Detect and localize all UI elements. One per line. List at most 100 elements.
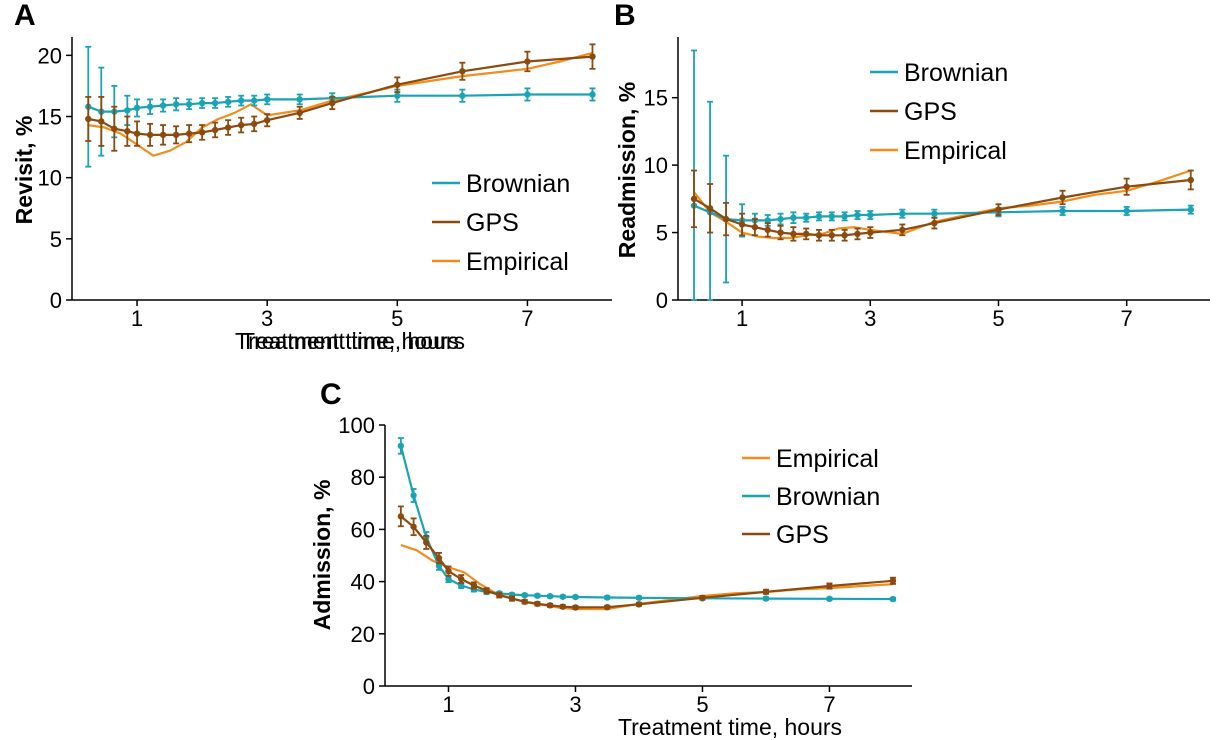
data-point: [521, 591, 528, 599]
data-point: [146, 131, 154, 139]
y-tick-label: 80: [351, 465, 375, 490]
legend: Brownian GPS Empirical: [432, 170, 570, 276]
panel-b: B 0 5 10 15 1 3 5 7 Treatment time, hours Readmiss…: [241, 0, 1210, 354]
data-point: [133, 130, 141, 137]
data-point: [777, 215, 784, 223]
series-empirical: [88, 51, 593, 157]
data-point: [764, 226, 771, 234]
x-axis-title: Treatment time, hours: [618, 714, 842, 740]
data-point: [524, 91, 531, 98]
x-tick-label: 7: [521, 306, 533, 331]
data-point: [459, 92, 466, 99]
x-tick-label: 3: [864, 306, 876, 331]
data-point: [589, 53, 596, 60]
legend: Empirical Brownian GPS: [742, 445, 880, 549]
data-point: [397, 513, 405, 520]
data-point: [457, 575, 465, 583]
data-point: [559, 593, 566, 600]
data-point: [722, 215, 730, 223]
data-point: [751, 223, 759, 231]
data-point: [604, 603, 611, 611]
y-tick-label: 5: [656, 221, 668, 246]
data-point: [410, 492, 417, 499]
y-tick-label: 20: [38, 43, 62, 68]
legend-label: GPS: [904, 98, 957, 126]
data-point: [899, 210, 906, 217]
data-point: [521, 598, 528, 605]
legend-label: Brownian: [776, 483, 880, 511]
data-point: [826, 595, 833, 603]
data-point: [1059, 207, 1066, 215]
data-point: [854, 230, 861, 238]
x-tick-label: 1: [736, 306, 748, 331]
y-tick-label: 40: [351, 570, 375, 595]
data-point: [483, 587, 490, 594]
data-point: [826, 582, 833, 590]
data-point: [899, 226, 906, 234]
data-point: [172, 131, 180, 139]
series-empirical: [693, 169, 1192, 240]
data-point: [457, 582, 465, 589]
data-point: [296, 109, 303, 117]
legend: Brownian GPS Empirical: [870, 59, 1008, 165]
x-tick-label: 1: [442, 692, 454, 717]
legend-label: Empirical: [904, 137, 1007, 165]
data-point: [159, 102, 167, 109]
data-point: [854, 211, 861, 219]
data-point: [185, 130, 193, 137]
data-point: [237, 97, 245, 104]
data-point: [867, 211, 874, 219]
x-tick-label: 3: [569, 692, 581, 717]
data-point: [802, 230, 810, 238]
data-point: [459, 68, 466, 75]
data-point: [124, 107, 131, 114]
data-point: [250, 97, 258, 104]
y-axis-title: Revisit, %: [11, 116, 37, 225]
y-tick-label: 0: [50, 288, 62, 313]
data-point: [534, 600, 541, 607]
data-point: [635, 601, 643, 608]
data-point: [435, 562, 443, 570]
data-point: [790, 214, 797, 221]
y-tick-label: 15: [644, 86, 668, 111]
data-point: [224, 124, 232, 131]
y-tick-label: 5: [50, 227, 62, 252]
data-point: [185, 101, 193, 108]
y-tick-label: 0: [363, 674, 375, 699]
data-point: [546, 602, 554, 609]
data-point: [124, 127, 131, 135]
data-point: [867, 229, 874, 236]
legend-label: GPS: [466, 209, 519, 237]
data-point: [690, 195, 698, 203]
data-point: [1187, 176, 1194, 184]
data-point: [496, 591, 503, 599]
data-point: [546, 593, 554, 600]
x-tick-label: 5: [391, 306, 403, 331]
data-point: [85, 115, 92, 123]
x-tick-label: 7: [823, 692, 835, 717]
data-point: [534, 592, 541, 599]
data-point: [263, 116, 271, 124]
y-tick-label: 20: [351, 622, 375, 647]
series-line: [693, 169, 1192, 240]
series-brownian: [690, 49, 1194, 301]
data-point: [995, 206, 1002, 213]
data-point: [146, 103, 154, 110]
x-tick-label: 3: [261, 306, 273, 331]
data-point: [841, 232, 848, 239]
data-point: [172, 101, 180, 108]
data-point: [198, 129, 206, 136]
data-point: [329, 99, 336, 107]
data-point: [250, 120, 258, 128]
data-point: [635, 594, 643, 601]
data-point: [931, 219, 938, 227]
data-point: [1187, 206, 1194, 213]
x-tick-label: 5: [992, 306, 1004, 331]
data-point: [777, 229, 784, 236]
data-point: [111, 125, 118, 132]
legend-label: Brownian: [904, 59, 1008, 87]
x-tick-label: 1: [131, 306, 143, 331]
x-axis-title: Treatment time, hours: [235, 328, 459, 354]
panel-a: A 0 5 10 15 20 1 3 5 7 Treatment time, hours Revisi…: [11, 0, 612, 354]
